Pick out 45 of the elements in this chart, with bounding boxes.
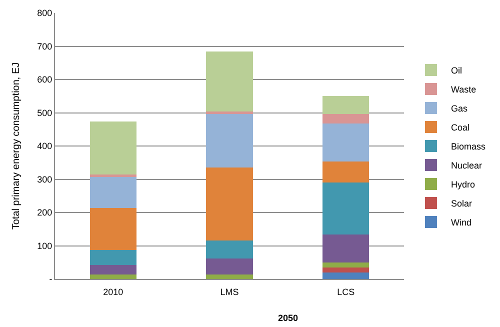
legend-label: Gas	[450, 104, 468, 114]
bar	[322, 262, 370, 268]
y-axis-title: Total primary energy consumption, EJ	[11, 62, 22, 230]
bar	[322, 182, 370, 234]
text: 2050	[278, 313, 298, 323]
bar	[90, 265, 136, 275]
bar	[206, 111, 253, 114]
y-tick-label: 400	[37, 141, 52, 152]
bar	[322, 161, 370, 183]
y-tick-label: 700	[37, 41, 52, 52]
bar	[206, 52, 253, 112]
bar	[206, 168, 253, 240]
legend-label: Waste	[450, 84, 476, 95]
bar	[90, 274, 136, 279]
y-tick-label: 600	[37, 74, 52, 85]
bar	[206, 114, 253, 168]
bar	[90, 176, 136, 208]
legend-label: Coal	[450, 122, 470, 133]
bar	[322, 124, 370, 162]
bar	[322, 96, 370, 114]
bar	[322, 234, 370, 263]
legend-label: Oil	[450, 66, 462, 76]
x-tick-label: LMS	[220, 286, 239, 297]
y-tick-label: -	[49, 274, 52, 284]
x-tick-label: LCS	[337, 286, 355, 297]
y-tick-label: 100	[37, 240, 52, 251]
y-tick-label: 200	[37, 208, 52, 218]
x-tick-label: 2010	[103, 286, 124, 297]
legend-label: Wind	[450, 218, 472, 228]
bar	[322, 267, 370, 272]
legend-label: Solar	[450, 198, 472, 209]
bar	[322, 114, 370, 124]
y-tick-label: 300	[37, 174, 52, 184]
bar	[206, 240, 253, 258]
bar	[206, 258, 253, 275]
legend-label: Hydro	[450, 180, 475, 190]
y-tick-label: 500	[37, 108, 52, 118]
y-tick-label: 800	[37, 8, 52, 18]
legend-label: Nuclear	[450, 160, 482, 171]
bar	[206, 274, 253, 279]
legend-label: Biomass	[450, 142, 486, 152]
bar	[90, 121, 136, 175]
bar	[90, 208, 136, 250]
bar	[90, 250, 136, 266]
bar	[322, 272, 370, 279]
